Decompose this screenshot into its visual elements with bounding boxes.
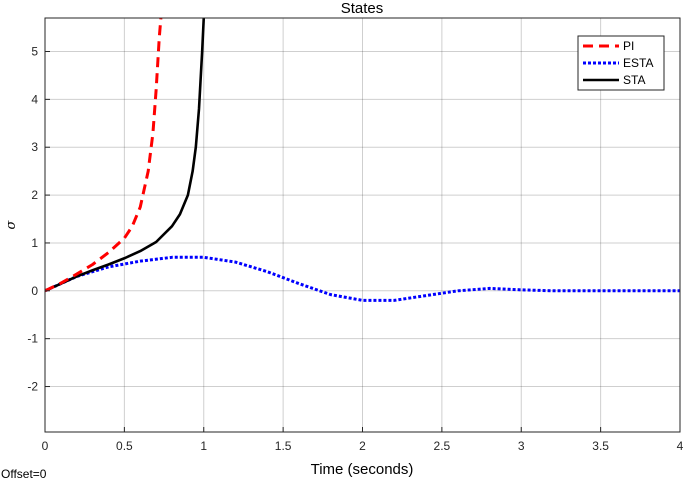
y-tick-label: 1 (31, 236, 38, 250)
x-tick-label: 2 (359, 439, 366, 453)
axis-ticks: 0 0.5 1 1.5 2 2.5 3 3.5 4 -2 -1 0 1 2 3 4 5 (27, 45, 683, 453)
x-tick-label: 4 (677, 439, 684, 453)
x-axis-label: Time (seconds) (311, 461, 414, 478)
plot-area (45, 18, 680, 432)
legend-label-esta: ESTA (623, 56, 653, 70)
x-tick-label: 2.5 (434, 439, 451, 453)
series-line-esta (45, 255, 680, 302)
series-line-sta (45, 18, 206, 292)
y-tick-label: 2 (31, 188, 38, 202)
x-tick-label: 0 (42, 439, 49, 453)
x-tick-label: 1.5 (275, 439, 292, 453)
y-tick-label: 3 (31, 140, 38, 154)
chart-title: States (341, 0, 384, 17)
x-tick-label: 0.5 (116, 439, 133, 453)
y-tick-label: -2 (27, 380, 38, 394)
series-lines (45, 18, 680, 302)
y-tick-label: -1 (27, 332, 38, 346)
legend-label-pi: PI (623, 39, 634, 53)
series-line-pi (45, 18, 163, 293)
y-tick-label: 0 (31, 284, 38, 298)
x-tick-label: 3.5 (592, 439, 609, 453)
legend: PI ESTA STA (577, 35, 665, 91)
legend-label-sta: STA (623, 73, 645, 87)
y-tick-label: 4 (31, 92, 38, 106)
x-tick-label: 3 (518, 439, 525, 453)
offset-label: Offset=0 (1, 467, 47, 481)
x-tick-label: 1 (200, 439, 207, 453)
y-axis-label: σ (4, 219, 19, 229)
y-tick-label: 5 (31, 45, 38, 59)
